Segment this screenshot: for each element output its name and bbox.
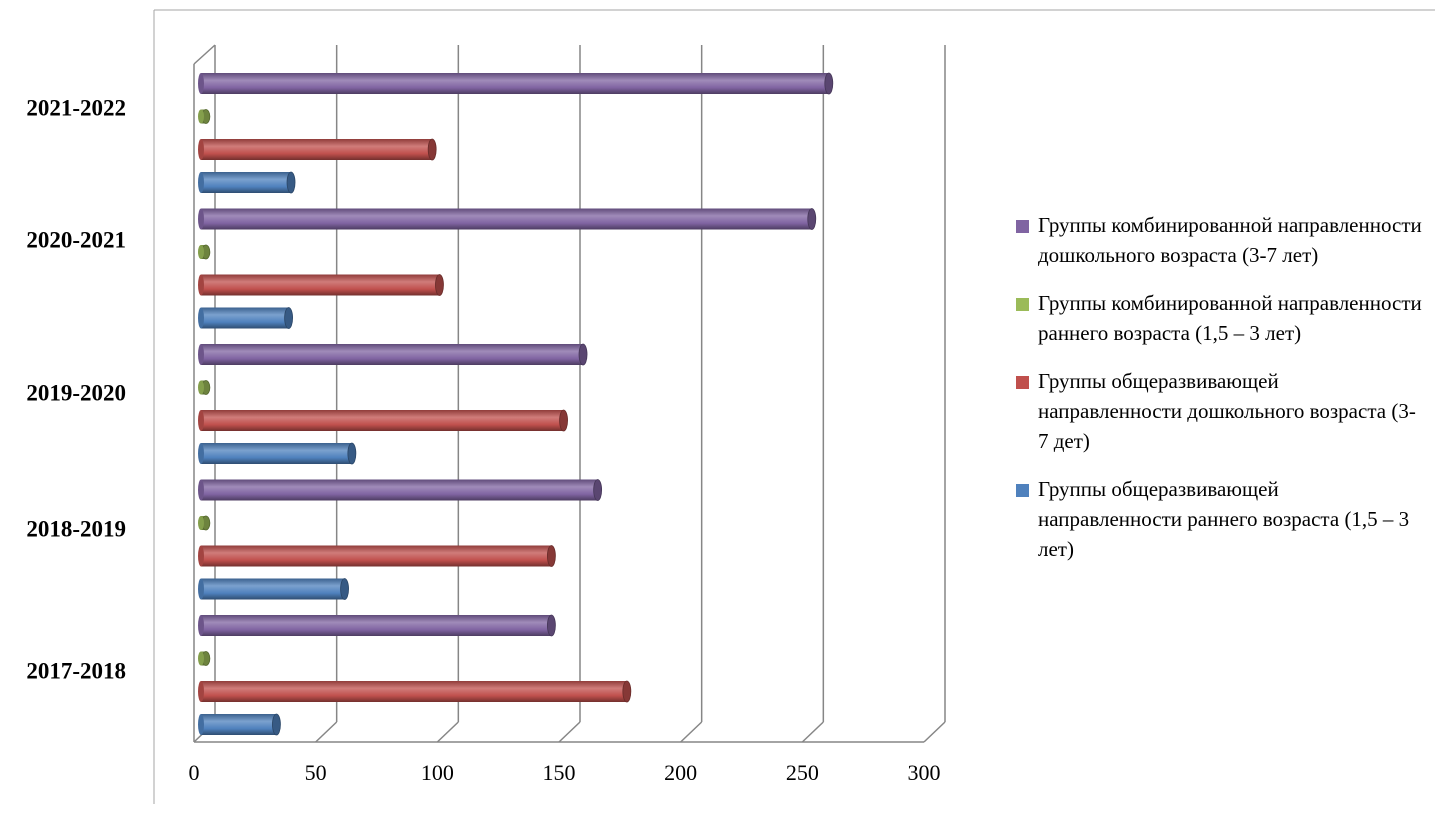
gridlines (193, 45, 946, 743)
bar-2018-2019-s2 (198, 515, 211, 531)
legend-swatch-icon (1016, 220, 1029, 233)
legend-item: Группы общеразвивающей направленности до… (1016, 366, 1426, 456)
tick-label-0: 0 (189, 760, 200, 785)
category-labels: 2017-2018 2018-2019 2019-2020 2020-2021 2021… (26, 95, 126, 683)
category-label: 2018-2019 (26, 516, 126, 541)
tick-label-50: 50 (305, 760, 327, 785)
category-label: 2017-2018 (26, 658, 126, 683)
bar-2020-2021-s0 (198, 307, 294, 329)
bar-2018-2019-s0 (198, 578, 349, 600)
floor-gridline-200 (680, 721, 703, 743)
bar-2021-2022-s3 (198, 72, 834, 95)
tick-label-100: 100 (421, 760, 454, 785)
legend: Группы комбинированной направленности до… (1016, 210, 1426, 582)
tick-label-200: 200 (664, 760, 697, 785)
legend-label: Группы комбинированной направленности ра… (1038, 291, 1422, 345)
bar-2021-2022-s0 (198, 171, 296, 194)
legend-label: Группы общеразвивающей направленности ра… (1038, 477, 1410, 561)
floor-gridline-100 (436, 721, 459, 743)
legend-swatch-icon (1016, 298, 1029, 311)
bar-2018-2019-s1 (198, 545, 556, 567)
legend-label: Группы общеразвивающей направленности до… (1038, 369, 1416, 453)
floor-gridline-300 (923, 721, 946, 743)
bar-2020-2021-s2 (198, 244, 211, 260)
bar-2017-2018-s2 (198, 651, 211, 666)
bar-2020-2021-s3 (198, 208, 817, 230)
bar-2017-2018-s0 (198, 713, 281, 736)
bar-2017-2018-s1 (198, 680, 632, 703)
bar-2017-2018-s3 (198, 614, 556, 637)
bar-2018-2019-s3 (198, 479, 603, 501)
category-label: 2021-2022 (26, 95, 126, 120)
bar-2021-2022-s1 (198, 138, 437, 161)
bar-2020-2021-s1 (198, 274, 444, 296)
bar-2019-2020-s2 (198, 380, 211, 395)
legend-item: Группы общеразвивающей направленности ра… (1016, 474, 1426, 564)
bar-2021-2022-s2 (198, 109, 211, 124)
legend-label: Группы комбинированной направленности до… (1038, 213, 1422, 267)
category-label: 2019-2020 (26, 380, 126, 405)
tick-label-300: 300 (908, 760, 941, 785)
tick-label-150: 150 (543, 760, 576, 785)
category-label: 2020-2021 (26, 227, 126, 252)
tick-label-250: 250 (786, 760, 819, 785)
side-wall-top (193, 44, 216, 65)
legend-swatch-icon (1016, 484, 1029, 497)
floor-gridline-150 (558, 721, 581, 743)
floor-gridline-250 (801, 721, 824, 743)
bar-2019-2020-s1 (198, 409, 568, 432)
bars (198, 72, 834, 736)
legend-item: Группы комбинированной направленности ра… (1016, 288, 1426, 348)
bar-2019-2020-s3 (198, 343, 588, 366)
floor-gridline-50 (315, 721, 338, 743)
legend-swatch-icon (1016, 376, 1029, 389)
legend-item: Группы комбинированной направленности до… (1016, 210, 1426, 270)
tick-labels: 0 50 100 150 200 250 300 (189, 760, 941, 785)
bar-2019-2020-s0 (198, 442, 357, 465)
